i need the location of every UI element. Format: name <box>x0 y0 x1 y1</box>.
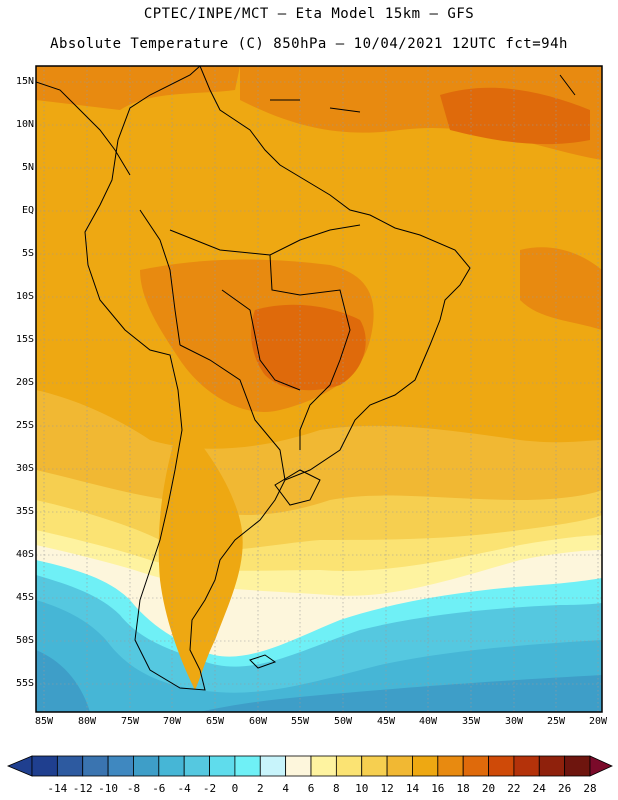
lon-label-85w: 85W <box>34 716 54 727</box>
lat-label-30s: 30S <box>15 463 34 474</box>
lat-label-25s: 25S <box>15 420 34 431</box>
colorbar-tick-label: 26 <box>558 782 572 795</box>
colorbar-under-triangle <box>6 755 33 777</box>
lon-label-75w: 75W <box>120 716 140 727</box>
lon-label-35w: 35W <box>461 716 481 727</box>
uruguay-border <box>274 469 321 506</box>
lat-label-eq: EQ <box>21 205 34 216</box>
colorbar-tick-label: -14 <box>47 782 68 795</box>
colorbar-swatch <box>209 755 236 777</box>
colorbar-swatch <box>310 755 337 777</box>
lon-label-80w: 80W <box>77 716 97 727</box>
lat-label-10n: 10N <box>15 119 34 130</box>
andes-borders <box>139 209 286 481</box>
lat-label-20s: 20S <box>15 377 34 388</box>
colorbar-swatch <box>31 755 58 777</box>
south-america-coast <box>84 66 471 691</box>
colorbar-tick-label: 14 <box>405 782 420 795</box>
colorbar-swatch <box>488 755 515 777</box>
colorbar-tick-label: 22 <box>507 782 521 795</box>
lon-label-25w: 25W <box>546 716 566 727</box>
lat-label-55s: 55S <box>15 678 34 689</box>
colorbar-tick-label: -2 <box>202 782 217 795</box>
colorbar-swatch <box>183 755 210 777</box>
colorbar <box>6 755 613 777</box>
central-america <box>36 81 131 176</box>
colorbar-swatch <box>437 755 464 777</box>
colorbar-tick-label: 8 <box>333 782 340 795</box>
colorbar-tick-label: 4 <box>282 782 289 795</box>
lat-label-15s: 15S <box>15 334 34 345</box>
colorbar-swatch <box>513 755 540 777</box>
colorbar-tick-label: 12 <box>380 782 394 795</box>
map-frame <box>35 65 603 713</box>
colorbar-tick-label: 18 <box>456 782 470 795</box>
lon-label-20w: 20W <box>588 716 608 727</box>
colorbar-swatch <box>361 755 388 777</box>
colorbar-tick-label: 28 <box>583 782 597 795</box>
colorbar-tick-label: -6 <box>152 782 166 795</box>
caribbean-islands <box>270 74 576 113</box>
lat-label-5n: 5N <box>21 162 34 173</box>
colorbar-tick-label: 2 <box>256 782 264 795</box>
lon-label-30w: 30W <box>504 716 524 727</box>
colorbar-swatch <box>564 755 591 777</box>
colorbar-swatch <box>285 755 312 777</box>
lat-label-50s: 50S <box>15 635 34 646</box>
colorbar-swatch <box>335 755 363 777</box>
colorbar-tick-label: 6 <box>307 782 315 795</box>
lon-label-70w: 70W <box>162 716 182 727</box>
lon-label-50w: 50W <box>333 716 353 727</box>
brazil-border <box>169 224 361 450</box>
colorbar-tick-label: 10 <box>355 782 369 795</box>
colorbar-swatch <box>158 755 185 777</box>
falklands <box>249 654 277 669</box>
colorbar-swatch <box>234 755 261 777</box>
lat-label-15n: 15N <box>15 76 34 87</box>
colorbar-swatch <box>386 755 413 777</box>
colorbar-tick-label: 0 <box>231 782 239 795</box>
colorbar-tick-label: -8 <box>126 782 141 795</box>
colorbar-tick-label: -4 <box>177 782 191 795</box>
lon-label-40w: 40W <box>418 716 438 727</box>
lat-label-45s: 45S <box>15 592 34 603</box>
colorbar-over-triangle <box>589 755 613 777</box>
colorbar-tick-label: 24 <box>532 782 546 795</box>
lon-label-45w: 45W <box>376 716 396 727</box>
coastlines <box>36 66 576 691</box>
colorbar-tick-label: -10 <box>98 782 119 795</box>
colorbar-swatch <box>107 755 134 777</box>
colorbar-tick-label: -12 <box>72 782 93 795</box>
colorbar-swatch <box>82 755 109 777</box>
lat-label-10s: 10S <box>15 291 34 302</box>
colorbar-tick-label: 16 <box>431 782 445 795</box>
colorbar-swatch <box>538 755 566 777</box>
colorbar-swatch <box>133 755 160 777</box>
colorbar-swatch <box>259 755 287 777</box>
lat-label-5s: 5S <box>21 248 34 259</box>
colorbar-tick-label: 20 <box>481 782 496 795</box>
colorbar-swatch <box>412 755 439 777</box>
lon-label-65w: 65W <box>205 716 225 727</box>
colorbar-swatch <box>462 755 489 777</box>
title-line-1: CPTEC/INPE/MCT – Eta Model 15km – GFS <box>143 6 475 22</box>
lon-label-55w: 55W <box>290 716 310 727</box>
lat-label-35s: 35S <box>15 506 34 517</box>
temperature-field <box>36 66 602 712</box>
lon-label-60w: 60W <box>248 716 268 727</box>
colorbar-swatch <box>56 755 84 777</box>
title-line-2: Absolute Temperature (C) 850hPa – 10/04/… <box>50 36 568 52</box>
lat-label-40s: 40S <box>15 549 34 560</box>
